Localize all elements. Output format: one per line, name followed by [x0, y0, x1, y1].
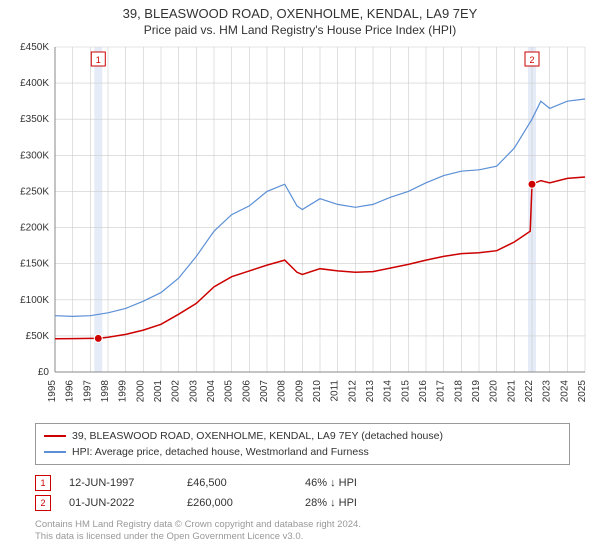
title-subtitle: Price paid vs. HM Land Registry's House …: [0, 23, 600, 37]
svg-text:1997: 1997: [82, 380, 93, 403]
svg-text:2000: 2000: [135, 380, 146, 403]
svg-text:2012: 2012: [347, 380, 358, 403]
chart-area: £0 £50K £100K £150K £200K £250K £300K £350K £400…: [0, 37, 600, 417]
sale-row: 1 12-JUN-1997 £46,500 46% ↓ HPI: [35, 473, 570, 493]
svg-text:1998: 1998: [100, 380, 111, 403]
svg-text:£450K: £450K: [20, 42, 49, 53]
svg-text:2003: 2003: [188, 380, 199, 403]
footer-attribution: Contains HM Land Registry data © Crown c…: [35, 519, 570, 543]
sales-table: 1 12-JUN-1997 £46,500 46% ↓ HPI 2 01-JUN…: [35, 473, 570, 513]
svg-text:1996: 1996: [65, 380, 76, 403]
sale-marker-box: 1: [35, 475, 51, 491]
svg-text:£50K: £50K: [26, 331, 50, 342]
svg-text:2014: 2014: [383, 380, 394, 403]
svg-text:£400K: £400K: [20, 78, 49, 89]
legend-row: 39, BLEASWOOD ROAD, OXENHOLME, KENDAL, L…: [44, 428, 561, 444]
svg-text:2017: 2017: [436, 380, 447, 403]
svg-text:£150K: £150K: [20, 259, 49, 270]
svg-text:2015: 2015: [400, 380, 411, 403]
svg-text:2019: 2019: [471, 380, 482, 403]
svg-text:2001: 2001: [153, 380, 164, 403]
svg-text:2004: 2004: [206, 380, 217, 403]
title-address: 39, BLEASWOOD ROAD, OXENHOLME, KENDAL, L…: [0, 6, 600, 21]
svg-text:1995: 1995: [47, 380, 58, 403]
svg-text:2010: 2010: [312, 380, 323, 403]
page-container: 39, BLEASWOOD ROAD, OXENHOLME, KENDAL, L…: [0, 0, 600, 560]
svg-text:£100K: £100K: [20, 295, 49, 306]
legend-swatch: [44, 435, 66, 437]
svg-text:2007: 2007: [259, 380, 270, 403]
svg-text:2018: 2018: [453, 380, 464, 403]
svg-text:£300K: £300K: [20, 150, 49, 161]
legend-label: 39, BLEASWOOD ROAD, OXENHOLME, KENDAL, L…: [72, 428, 443, 444]
svg-text:2011: 2011: [330, 380, 341, 402]
sale-marker-box: 2: [35, 495, 51, 511]
legend-label: HPI: Average price, detached house, West…: [72, 444, 369, 460]
svg-text:1999: 1999: [118, 380, 129, 403]
svg-text:2024: 2024: [559, 380, 570, 403]
sale-date: 01-JUN-2022: [69, 493, 169, 513]
svg-text:£200K: £200K: [20, 223, 49, 234]
legend-swatch: [44, 451, 66, 453]
svg-text:£250K: £250K: [20, 186, 49, 197]
sale-row: 2 01-JUN-2022 £260,000 28% ↓ HPI: [35, 493, 570, 513]
svg-text:2023: 2023: [542, 380, 553, 403]
svg-text:2008: 2008: [277, 380, 288, 403]
sale-price: £46,500: [187, 473, 287, 493]
svg-text:£350K: £350K: [20, 114, 49, 125]
svg-text:£0: £0: [38, 367, 50, 378]
legend-box: 39, BLEASWOOD ROAD, OXENHOLME, KENDAL, L…: [35, 423, 570, 465]
svg-text:2: 2: [529, 55, 534, 65]
svg-text:2009: 2009: [294, 380, 305, 403]
footer-line: Contains HM Land Registry data © Crown c…: [35, 519, 570, 531]
sale-pct: 46% ↓ HPI: [305, 473, 405, 493]
svg-text:2006: 2006: [241, 380, 252, 403]
sale-date: 12-JUN-1997: [69, 473, 169, 493]
svg-text:2016: 2016: [418, 380, 429, 403]
svg-text:2021: 2021: [506, 380, 517, 403]
svg-text:2013: 2013: [365, 380, 376, 403]
title-block: 39, BLEASWOOD ROAD, OXENHOLME, KENDAL, L…: [0, 0, 600, 37]
chart-svg: £0 £50K £100K £150K £200K £250K £300K £350K £400…: [0, 37, 600, 417]
svg-text:2022: 2022: [524, 380, 535, 403]
svg-text:2005: 2005: [224, 380, 235, 403]
svg-text:2020: 2020: [489, 380, 500, 403]
svg-text:1: 1: [96, 55, 101, 65]
footer-line: This data is licensed under the Open Gov…: [35, 531, 570, 543]
legend-row: HPI: Average price, detached house, West…: [44, 444, 561, 460]
sale-price: £260,000: [187, 493, 287, 513]
svg-text:2025: 2025: [577, 380, 588, 403]
svg-text:2002: 2002: [171, 380, 182, 403]
sale-pct: 28% ↓ HPI: [305, 493, 405, 513]
